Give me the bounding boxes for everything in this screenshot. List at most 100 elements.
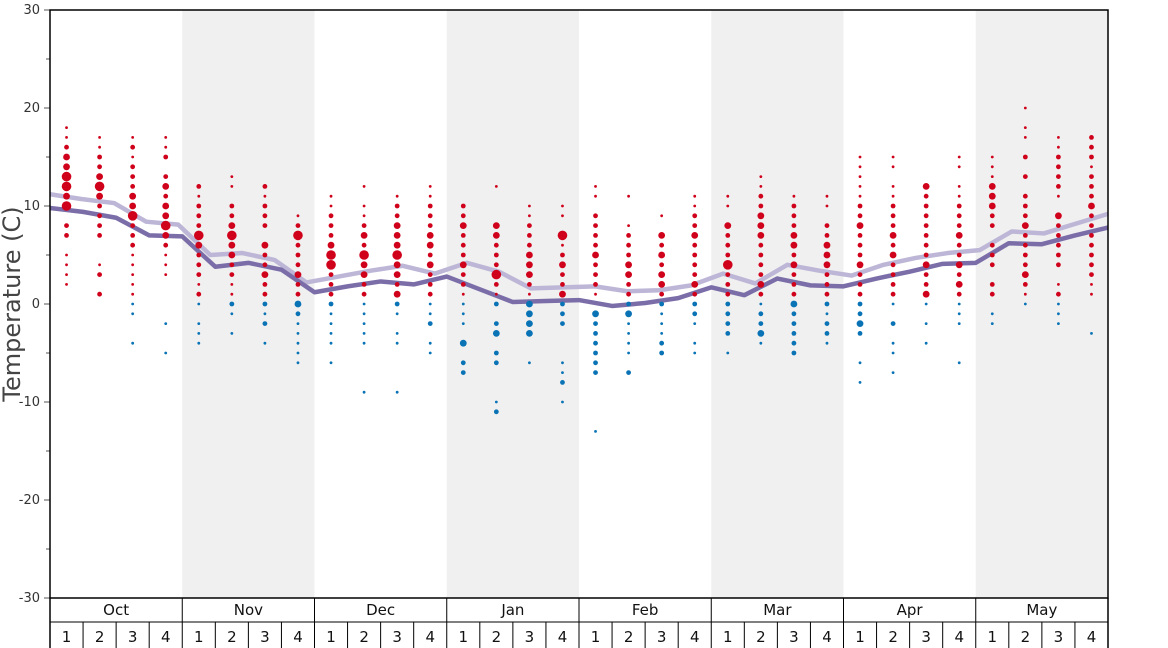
temperature-dot [130, 164, 136, 170]
temperature-dot [131, 136, 135, 139]
temperature-dot [362, 302, 366, 306]
temperature-dot [461, 312, 465, 316]
temperature-dot [658, 281, 666, 288]
temperature-dot [1056, 223, 1061, 229]
temperature-dot [296, 214, 300, 218]
temperature-dot [759, 175, 763, 179]
temperature-dot [858, 175, 862, 179]
temperature-dot [494, 292, 498, 296]
temperature-dot [724, 222, 732, 230]
month-label-feb: Feb [632, 601, 659, 619]
temperature-dot [295, 291, 301, 297]
plot-frame [49, 9, 1109, 599]
temperature-dot [527, 223, 532, 229]
temperature-dot [127, 211, 138, 221]
temperature-dot [561, 371, 564, 374]
temperature-dot [593, 213, 598, 219]
temperature-dot [329, 204, 333, 208]
temperature-dot [658, 271, 666, 278]
temperature-dot [262, 223, 268, 229]
temperature-dot [890, 272, 896, 277]
temperature-dot [757, 212, 765, 220]
temperature-dot [593, 350, 598, 356]
temperature-dot [890, 213, 896, 219]
temperature-dot [362, 204, 366, 208]
temperature-dot [162, 202, 170, 210]
temperature-dot [1023, 302, 1027, 306]
temperature-dot [691, 281, 699, 288]
temperature-dot [428, 302, 432, 306]
month-band-mar [711, 10, 844, 598]
temperature-dot [891, 371, 895, 374]
temperature-dot [1090, 292, 1093, 296]
temperature-dot [660, 312, 664, 316]
week-label: 4 [822, 628, 832, 646]
temperature-dot [791, 311, 797, 317]
series-line-dark [49, 205, 1109, 309]
temperature-dot [626, 282, 631, 287]
week-label: 1 [855, 628, 865, 646]
temperature-dot [956, 223, 962, 229]
week-label: 3 [789, 628, 799, 646]
temperature-dot [758, 262, 764, 268]
temperature-dot [162, 183, 170, 190]
week-label: 2 [492, 628, 502, 646]
temperature-dot [626, 242, 631, 248]
temperature-dot [693, 322, 697, 325]
temperature-dot [693, 204, 697, 208]
week-label: 3 [260, 628, 270, 646]
temperature-dot [61, 181, 72, 192]
temperature-dot [528, 214, 531, 218]
week-label: 4 [161, 628, 171, 646]
temperature-dot [428, 351, 432, 355]
temperature-dot [626, 301, 631, 307]
temperature-dot [262, 184, 268, 189]
temperature-dot [956, 272, 962, 277]
temperature-dot [858, 165, 862, 169]
week-label: 3 [525, 628, 535, 646]
temperature-dot [791, 350, 797, 356]
temperature-dot [856, 261, 864, 269]
temperature-dot [989, 262, 995, 268]
temperature-dot [493, 321, 499, 326]
temperature-dot [1021, 222, 1029, 230]
temperature-dot [65, 136, 68, 139]
temperature-dot [560, 272, 565, 277]
week-label: 2 [1021, 628, 1031, 646]
temperature-dot [857, 242, 863, 248]
temperature-dot [559, 261, 566, 269]
temperature-dot [659, 350, 665, 356]
temperature-dot [626, 370, 631, 375]
temperature-dot [790, 261, 798, 269]
temperature-dot [1057, 312, 1060, 316]
temperature-dot [823, 251, 831, 259]
temperature-dot [261, 241, 269, 249]
temperature-dot [197, 322, 201, 325]
temperature-dot [560, 252, 565, 258]
temperature-dot [460, 242, 466, 248]
temperature-dot [130, 174, 136, 180]
temperature-dot [293, 230, 303, 241]
temperature-dot [890, 262, 896, 268]
temperature-dot [693, 341, 697, 345]
temperature-dot [163, 174, 169, 180]
temperature-dot [228, 241, 236, 249]
temperature-dot [1056, 174, 1061, 180]
temperature-dot [561, 400, 564, 404]
temperature-dot [296, 341, 300, 345]
temperature-dot [195, 241, 203, 249]
temperature-dot [229, 203, 235, 209]
y-tick-label: 10 [23, 199, 40, 214]
temperature-dot [460, 203, 466, 209]
week-label: 2 [95, 628, 105, 646]
week-label: 1 [988, 628, 998, 646]
temperature-dot [493, 409, 499, 415]
temperature-dot [1022, 282, 1028, 287]
week-label: 3 [657, 628, 667, 646]
temperature-dot [890, 282, 896, 287]
temperature-dot [726, 194, 730, 198]
temperature-dot [858, 155, 862, 159]
temperature-dot [891, 185, 895, 188]
temperature-dot [1056, 242, 1061, 248]
temperature-dot [459, 261, 467, 269]
